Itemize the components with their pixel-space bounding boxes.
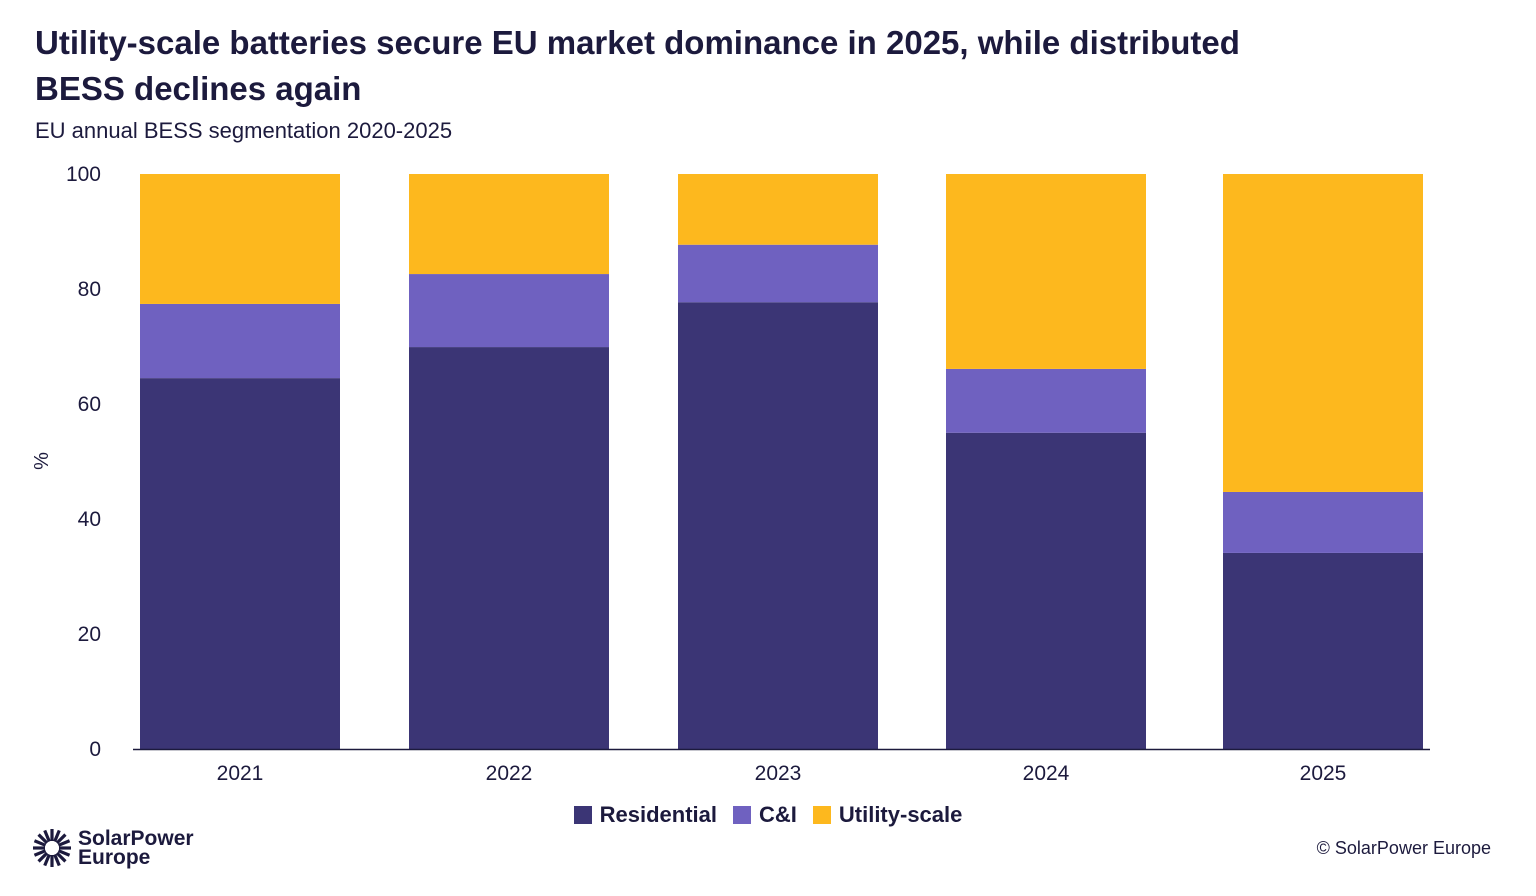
bar-c-i-2025 [1223, 491, 1423, 553]
legend-item-utility-scale: Utility-scale [812, 802, 963, 828]
x-tick-label: 2021 [217, 762, 264, 785]
bar-residential-2025 [1223, 552, 1423, 749]
legend-label: Residential [599, 802, 717, 827]
solarpower-europe-logo: SolarPower Europe [32, 828, 194, 868]
y-tick-label: 20 [78, 623, 101, 646]
legend-swatch [732, 806, 751, 824]
legend: Residential C&I Utility-scale [0, 802, 1536, 828]
bar-residential-2024 [946, 432, 1146, 749]
legend-item-ci: C&I [732, 802, 797, 828]
bar-utility-scale-2024 [946, 174, 1146, 369]
bar-c-i-2023 [678, 244, 878, 303]
legend-swatch [812, 806, 831, 824]
logo-text-line2: Europe [78, 846, 151, 869]
bar-utility-scale-2025 [1223, 174, 1423, 492]
bar-c-i-2022 [409, 274, 609, 348]
y-tick-label: 0 [89, 738, 101, 761]
logo-text-line1: SolarPower [78, 827, 194, 850]
x-tick-label: 2025 [1300, 762, 1347, 785]
x-tick-label: 2023 [755, 762, 802, 785]
bar-residential-2023 [678, 302, 878, 749]
legend-label: Utility-scale [838, 802, 963, 827]
bar-utility-scale-2023 [678, 174, 878, 245]
y-tick-label: 80 [78, 278, 101, 301]
x-tick-label: 2024 [1023, 762, 1070, 785]
legend-swatch [573, 806, 592, 824]
legend-item-residential: Residential [573, 802, 717, 828]
sun-icon [33, 829, 71, 867]
chart-title: Utility-scale batteries secure EU market… [35, 24, 1240, 107]
bar-c-i-2021 [140, 303, 340, 379]
y-tick-label: 60 [78, 393, 101, 416]
legend-label: C&I [758, 802, 797, 827]
y-tick-label: 40 [78, 508, 101, 531]
bar-utility-scale-2022 [409, 174, 609, 275]
y-tick-label: 100 [66, 163, 101, 186]
bar-c-i-2024 [946, 368, 1146, 433]
bar-residential-2021 [140, 378, 340, 749]
y-axis-label: % [31, 452, 53, 470]
copyright: © SolarPower Europe [1316, 838, 1491, 858]
chart-subtitle: EU annual BESS segmentation 2020-2025 [35, 118, 453, 143]
bar-utility-scale-2021 [140, 174, 340, 304]
bar-residential-2022 [409, 347, 609, 749]
x-tick-label: 2022 [486, 762, 533, 785]
